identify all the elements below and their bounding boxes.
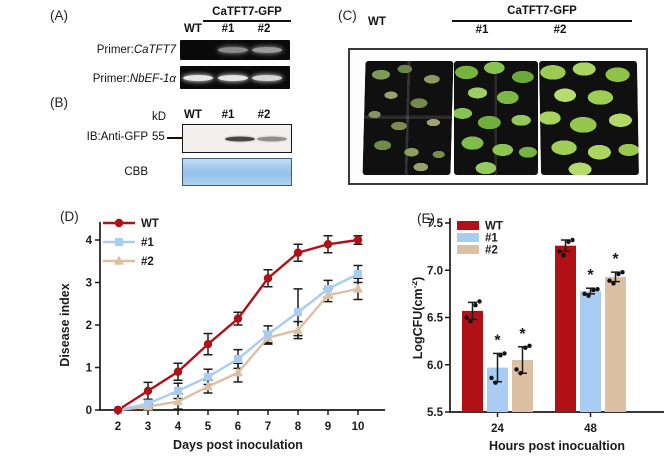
svg-text:3: 3 [145,421,151,433]
svg-text:10: 10 [352,421,365,433]
svg-text:1: 1 [86,363,93,375]
western-blot [182,124,292,153]
svg-text:9: 9 [325,421,331,433]
lane-label-2: #2 [257,23,271,35]
plants-photo [348,48,648,185]
svg-text:7.0: 7.0 [427,265,443,277]
svg-text:WT: WT [141,218,159,230]
cbb-label: CBB [124,166,148,178]
panel-a-header-underline [203,20,291,22]
kd-unit-label: kD [152,111,167,123]
panel-c-label: (C) [338,8,357,23]
svg-text:7: 7 [265,421,271,433]
panel-a-label: (A) [50,8,68,23]
svg-text:7.5: 7.5 [427,218,444,230]
svg-text:4: 4 [86,235,93,247]
svg-text:WT: WT [485,221,503,233]
panel-a-lane-labels: WT #1 #2 [178,23,290,36]
svg-text:#1: #1 [485,233,498,245]
svg-text:6.0: 6.0 [427,360,443,372]
lane-label-1: #1 [221,109,235,121]
panel-a-row1-label: Primer:CaTFT7 [30,44,176,56]
svg-text:2: 2 [115,421,121,433]
svg-text:4: 4 [175,421,182,433]
disease-index-chart: 0 1 2 3 4 2 3 4 5 6 7 8 9 10 Days post inoculation Dise… [55,206,405,458]
svg-text:0: 0 [86,405,92,417]
panel-e-label: (E) [417,211,435,226]
log-cfu-chart: 5.5 6.0 6.5 7.0 7.5 24 48 Hours post inocualtio… [409,206,670,458]
rt-pcr-gel-catft7 [180,40,290,60]
log-cfu-svg: 5.5 6.0 6.5 7.0 7.5 24 48 Hours post inocualtio… [409,218,664,453]
svg-text:Disease index: Disease index [58,283,72,366]
panel-c-wt-label: WT [368,16,386,28]
panel-c-construct-header: CaTFT7-GFP [507,5,577,17]
svg-text:Hours post inocualtion: Hours post inocualtion [489,439,625,453]
svg-text:5.5: 5.5 [427,407,444,419]
panel-c-line1-label: #1 [475,24,489,36]
tray-line2 [539,61,639,175]
svg-text:#2: #2 [141,256,154,268]
svg-text:2: 2 [86,320,92,332]
svg-text:48: 48 [584,423,597,435]
panel-b-lane-labels: WT #1 #2 [178,109,290,122]
svg-text:Days post inoculation: Days post inoculation [173,438,303,452]
svg-text:6: 6 [235,421,241,433]
svg-text:24: 24 [491,423,504,435]
svg-text:*: * [519,326,526,343]
svg-text:#2: #2 [485,245,498,257]
ib-antigfp-label: IB:Anti-GFP [86,131,148,143]
panel-c-line2-label: #2 [553,24,567,36]
panel-c-header-underline [452,20,632,22]
primer-prefix: Primer: [92,73,130,85]
svg-text:6.5: 6.5 [427,313,444,325]
marker-55-label: 55 [152,131,165,143]
svg-text:3: 3 [86,278,92,290]
svg-text:*: * [587,267,594,284]
marker-55-dash [167,137,182,139]
primer-prefix: Primer: [96,44,134,56]
panel-a-row2-label: Primer:NbEF-1α [30,73,176,85]
lane-label-2: #2 [257,109,271,121]
gene-catft7: CaTFT7 [133,44,176,56]
svg-text:5: 5 [205,421,212,433]
svg-text:8: 8 [295,421,302,433]
svg-text:LogCFU(cm-2): LogCFU(cm-2) [412,277,425,360]
svg-text:*: * [612,251,619,268]
panel-d-label: (D) [60,209,79,224]
lane-label-wt: WT [184,109,202,121]
rt-pcr-gel-nbef1a [180,66,290,89]
svg-text:*: * [494,332,501,349]
panel-a-construct-header: CaTFT7-GFP [212,6,282,18]
lane-label-1: #1 [221,23,235,35]
tray-line1 [454,61,538,175]
svg-text:#1: #1 [141,237,154,249]
panel-b-label: (B) [50,95,68,110]
gene-nbef1a: NbEF-1α [129,73,176,85]
cbb-loading-strip [182,158,292,186]
tray-wt [362,61,454,175]
disease-index-svg: 0 1 2 3 4 2 3 4 5 6 7 8 9 10 Days post inoculation Dise… [58,218,385,452]
lane-label-wt: WT [184,23,202,35]
